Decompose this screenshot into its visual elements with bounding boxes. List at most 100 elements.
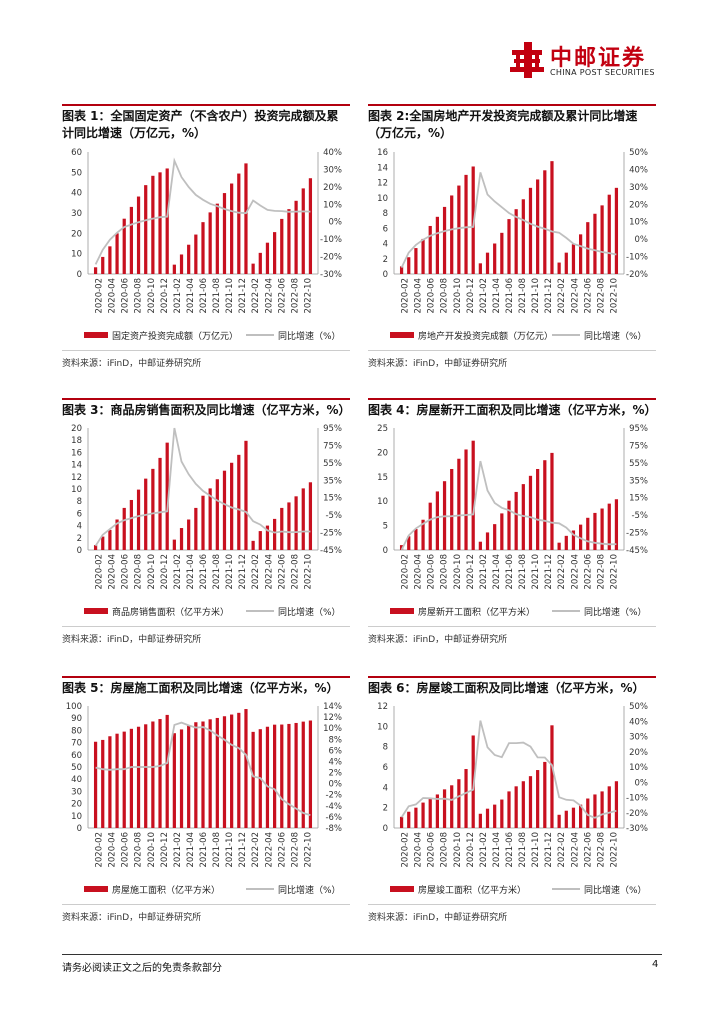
bar xyxy=(108,246,112,274)
y-right-tick-label: 12% xyxy=(323,713,342,723)
bar xyxy=(294,200,298,274)
bar xyxy=(421,519,425,550)
y-left-tick-label: 0 xyxy=(77,546,82,556)
x-tick-label: 2022-10 xyxy=(609,832,619,868)
x-tick-label: 2021-12 xyxy=(238,278,248,314)
y-left-tick-label: 60 xyxy=(71,148,82,158)
bar xyxy=(194,234,198,274)
y-right-tick-label: 30% xyxy=(629,183,648,193)
bar xyxy=(571,244,576,274)
x-tick-label: 2022-02 xyxy=(251,832,261,868)
y-left-tick-label: 10 xyxy=(71,250,82,260)
y-left-tick-label: 6 xyxy=(383,224,388,234)
bar xyxy=(165,442,169,550)
x-tick-label: 2021-08 xyxy=(212,832,222,868)
bar xyxy=(187,519,191,550)
growth-line xyxy=(94,157,311,265)
bar xyxy=(514,786,518,828)
y-left-tick-label: 15 xyxy=(377,473,388,483)
bar xyxy=(129,728,133,828)
x-tick-label: 2020-04 xyxy=(414,554,424,590)
bar xyxy=(244,163,248,274)
x-tick-label: 2021-06 xyxy=(199,554,209,590)
bar xyxy=(450,195,454,274)
bar xyxy=(571,807,576,828)
bar xyxy=(201,721,205,828)
x-tick-label: 2021-04 xyxy=(186,832,196,868)
bar xyxy=(457,458,461,550)
bar xyxy=(237,454,241,550)
y-right-tick-label: -2% xyxy=(325,791,342,801)
legend-bar-swatch xyxy=(84,608,108,614)
bar xyxy=(478,263,482,274)
y-left-tick-label: 10 xyxy=(377,194,388,204)
bar xyxy=(407,536,411,550)
y-left-tick-label: 40 xyxy=(71,189,82,199)
bar xyxy=(485,808,490,828)
bar xyxy=(265,525,270,550)
x-tick-label: 2021-10 xyxy=(531,278,541,314)
x-tick-label: 2022-04 xyxy=(570,832,580,868)
bar xyxy=(136,726,141,828)
x-tick-label: 2020-02 xyxy=(401,832,411,868)
bar xyxy=(414,248,418,274)
y-right-tick-label: 20% xyxy=(629,748,648,758)
bar xyxy=(550,452,554,550)
y-left-tick-label: 30 xyxy=(71,787,82,797)
bar xyxy=(151,721,155,828)
bar xyxy=(165,168,169,274)
bar xyxy=(564,810,568,828)
y-left-tick-label: 4 xyxy=(77,522,82,532)
x-tick-label: 2020-08 xyxy=(440,278,450,314)
bar xyxy=(208,719,212,828)
bar xyxy=(165,714,169,828)
bar xyxy=(435,794,439,828)
x-tick-label: 2022-10 xyxy=(303,278,313,314)
x-tick-label: 2022-02 xyxy=(557,554,567,590)
x-tick-label: 2022-08 xyxy=(290,832,300,868)
y-left-tick-label: 16 xyxy=(377,148,388,158)
x-tick-label: 2022-10 xyxy=(303,832,313,868)
x-tick-label: 2022-04 xyxy=(570,554,580,590)
bar xyxy=(557,262,561,274)
x-tick-label: 2021-12 xyxy=(544,554,554,590)
y-right-tick-label: 10% xyxy=(629,218,648,228)
bar xyxy=(93,741,98,828)
x-tick-label: 2022-02 xyxy=(251,278,261,314)
legend-bar-label: 固定资产投资完成额（万亿元） xyxy=(112,330,238,342)
legend-line-label: 同比增速（%） xyxy=(278,884,341,896)
chart-svg: 25 20 15 10 5 0 95% 75% 55% 35% 15% -5% -25% -45% 2020… xyxy=(377,424,648,618)
x-tick-label: 2020-04 xyxy=(108,278,118,314)
x-tick-label: 2022-08 xyxy=(596,278,606,314)
x-tick-label: 2021-06 xyxy=(505,278,515,314)
y-left-tick-label: 16 xyxy=(71,448,82,458)
chart-title: 图表 1：全国固定资产（不含农户）投资完成额及累计同比增速（万亿元，%） xyxy=(62,109,339,140)
bar xyxy=(428,798,432,828)
y-left-tick-label: 8 xyxy=(77,497,82,507)
source-note: 资料来源：iFinD，中邮证券研究所 xyxy=(62,359,202,369)
bar xyxy=(564,535,568,550)
bar xyxy=(308,178,313,274)
x-tick-label: 2022-04 xyxy=(570,278,580,314)
bar xyxy=(507,791,511,828)
bar xyxy=(500,513,504,550)
bar xyxy=(280,507,284,550)
bar xyxy=(273,724,277,828)
x-tick-label: 2022-10 xyxy=(303,554,313,590)
bar xyxy=(607,786,611,828)
bar xyxy=(129,206,133,274)
bar xyxy=(136,489,141,550)
bar xyxy=(600,205,604,274)
bar xyxy=(543,170,547,274)
x-tick-label: 2020-06 xyxy=(121,278,131,314)
bar xyxy=(158,457,162,550)
bar xyxy=(528,776,533,828)
y-right-tick-label: -10% xyxy=(320,235,342,245)
y-left-tick-label: 25 xyxy=(377,424,388,434)
y-left-tick-label: 12 xyxy=(71,473,82,483)
y-right-tick-label: -5% xyxy=(631,511,648,521)
bar xyxy=(571,530,576,550)
y-right-tick-label: 40% xyxy=(629,165,648,175)
bar xyxy=(172,539,176,550)
y-left-tick-label: 6 xyxy=(383,763,388,773)
